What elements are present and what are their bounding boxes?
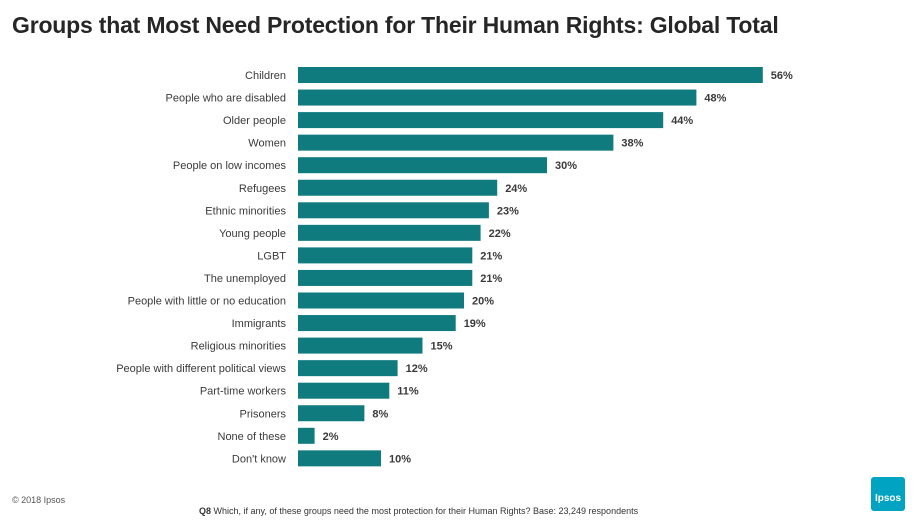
bar <box>298 450 381 467</box>
bar <box>298 224 481 241</box>
bar <box>298 337 423 354</box>
category-label: The unemployed <box>204 273 286 285</box>
bar <box>298 247 473 264</box>
value-label: 23% <box>497 205 519 217</box>
category-label: Children <box>245 70 286 82</box>
bar <box>298 405 365 422</box>
value-label: 12% <box>406 363 428 375</box>
question-footnote: Q8 Which, if any, of these groups need t… <box>199 506 638 516</box>
copyright-text: © 2018 Ipsos <box>12 495 66 505</box>
category-label: People with different political views <box>116 363 286 375</box>
category-label: People with little or no education <box>128 296 286 308</box>
category-label: Ethnic minorities <box>205 205 286 217</box>
bar <box>298 315 456 332</box>
logo-text: Ipsos <box>875 493 902 504</box>
question-text: Which, if any, of these groups need the … <box>211 506 639 516</box>
bar <box>298 269 473 286</box>
value-label: 2% <box>323 431 339 443</box>
value-label: 19% <box>464 318 486 330</box>
category-label: Older people <box>223 115 286 127</box>
value-label: 10% <box>389 453 411 465</box>
question-number: Q8 <box>199 506 212 516</box>
category-label: Young people <box>219 228 286 240</box>
value-label: 38% <box>621 138 643 150</box>
category-label: Immigrants <box>232 318 287 330</box>
logo-background <box>871 477 905 511</box>
bar <box>298 89 697 106</box>
value-label: 48% <box>704 93 726 105</box>
value-label: 22% <box>489 228 511 240</box>
category-label: People who are disabled <box>166 93 286 105</box>
bar <box>298 157 547 174</box>
bar <box>298 112 664 129</box>
bar <box>298 382 390 399</box>
bar <box>298 179 498 196</box>
value-label: 15% <box>431 341 453 353</box>
category-label: None of these <box>218 431 287 443</box>
category-label: Women <box>248 138 286 150</box>
category-label: Part-time workers <box>200 386 287 398</box>
category-label: Prisoners <box>240 408 287 420</box>
category-label: LGBT <box>257 250 286 262</box>
value-label: 30% <box>555 160 577 172</box>
value-label: 20% <box>472 296 494 308</box>
value-label: 21% <box>480 250 502 262</box>
value-label: 11% <box>397 386 419 398</box>
ipsos-logo: Ipsos <box>871 477 905 511</box>
value-label: 8% <box>372 408 388 420</box>
bar <box>298 67 763 83</box>
bar <box>298 360 398 377</box>
category-label: Refugees <box>239 183 287 195</box>
category-label: Religious minorities <box>191 341 287 353</box>
bar <box>298 134 614 151</box>
value-label: 24% <box>505 183 527 195</box>
value-label: 21% <box>480 273 502 285</box>
bar <box>298 427 315 444</box>
value-label: 56% <box>771 70 793 82</box>
category-label: People on low incomes <box>173 160 287 172</box>
chart-title: Groups that Most Need Protection for The… <box>12 12 779 38</box>
value-label: 44% <box>671 115 693 127</box>
category-label: Don't know <box>232 453 286 465</box>
bar <box>298 292 464 309</box>
bar <box>298 202 489 219</box>
